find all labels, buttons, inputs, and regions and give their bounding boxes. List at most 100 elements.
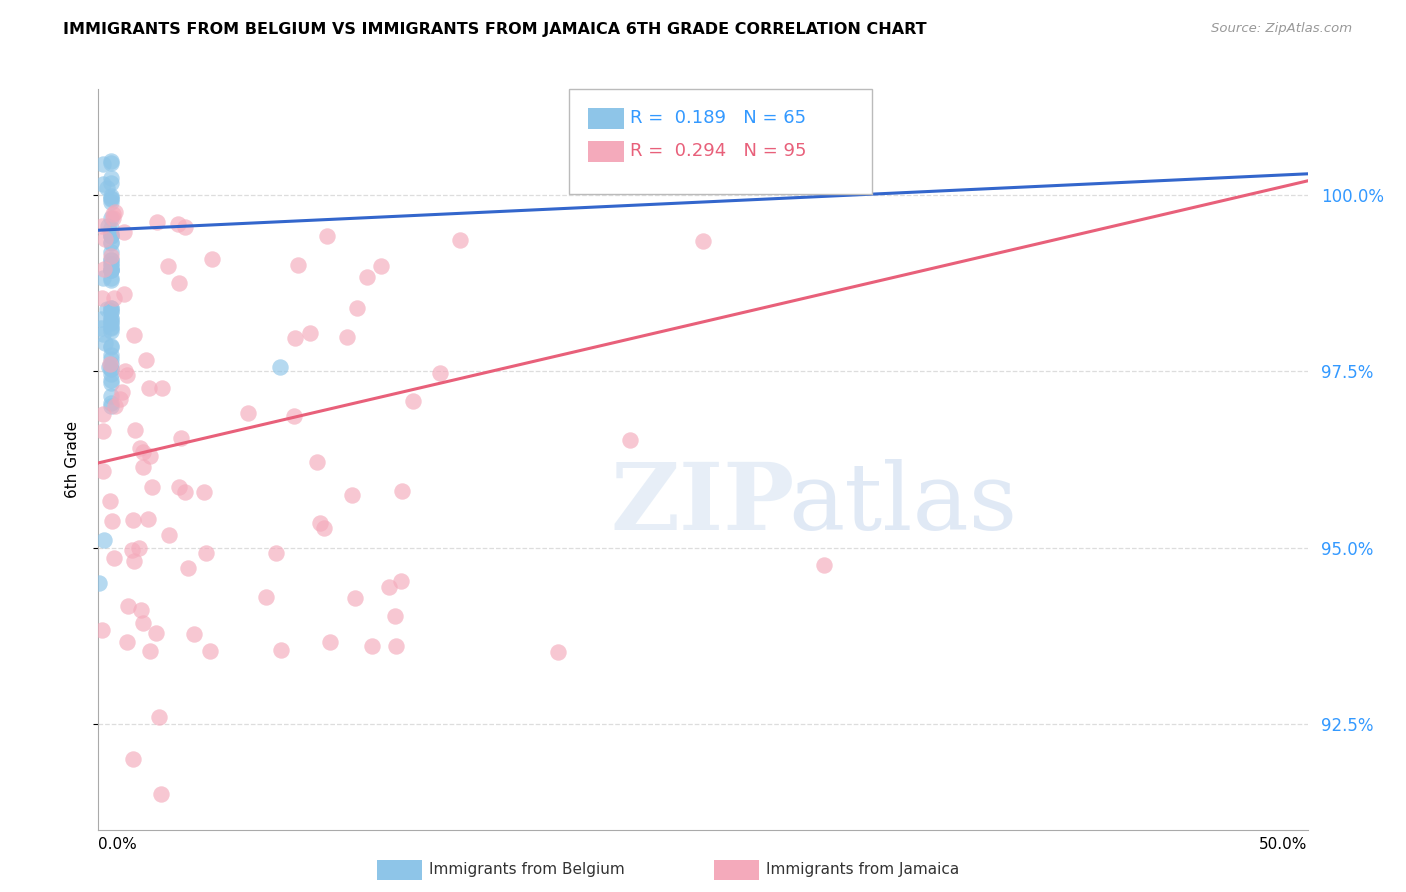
Point — [100, 311, 122, 326]
Point — [108, 392, 131, 406]
Point — [692, 235, 714, 249]
Point — [449, 233, 471, 247]
Point — [91, 219, 114, 233]
Point — [100, 236, 122, 251]
Point — [122, 554, 145, 568]
Point — [389, 574, 412, 589]
Point — [236, 406, 259, 420]
Point — [194, 546, 217, 560]
Point — [114, 364, 136, 378]
Text: 0.0%: 0.0% — [98, 837, 138, 852]
Point — [167, 480, 190, 494]
Point — [100, 228, 122, 243]
Point — [312, 521, 335, 535]
Point — [91, 623, 114, 637]
Point — [122, 513, 145, 527]
Point — [96, 302, 118, 317]
Point — [198, 643, 221, 657]
Point — [132, 460, 155, 475]
Point — [309, 516, 332, 530]
Point — [377, 580, 399, 594]
Point — [100, 321, 122, 335]
Text: ZIP: ZIP — [610, 458, 796, 549]
Point — [346, 301, 368, 315]
Point — [100, 357, 122, 371]
Point — [174, 220, 197, 235]
Point — [138, 381, 160, 395]
Point — [100, 153, 122, 168]
Point — [174, 485, 197, 500]
Point — [91, 177, 114, 191]
Point — [183, 627, 205, 641]
Point — [139, 450, 162, 464]
Point — [124, 423, 146, 437]
Point — [284, 331, 307, 345]
Point — [100, 389, 122, 403]
Point — [100, 263, 122, 277]
Point — [93, 335, 115, 350]
Y-axis label: 6th Grade: 6th Grade — [65, 421, 80, 498]
Point — [385, 639, 408, 653]
Point — [100, 244, 122, 259]
Point — [100, 351, 122, 366]
Point — [121, 543, 143, 558]
Point — [150, 787, 173, 801]
Text: Immigrants from Jamaica: Immigrants from Jamaica — [766, 863, 959, 877]
Point — [264, 546, 287, 560]
Point — [135, 352, 157, 367]
Point — [269, 359, 291, 374]
Point — [100, 258, 122, 272]
Point — [112, 287, 135, 301]
Text: atlas: atlas — [787, 458, 1017, 549]
Point — [136, 512, 159, 526]
Point — [100, 262, 122, 277]
Point — [101, 211, 124, 225]
Point — [100, 301, 122, 315]
Point — [336, 330, 359, 344]
Point — [283, 409, 305, 424]
Point — [429, 366, 451, 380]
Point — [146, 215, 169, 229]
Point — [129, 603, 152, 617]
Point — [100, 263, 122, 277]
Point — [100, 340, 122, 354]
Point — [100, 395, 122, 409]
Point — [100, 320, 122, 334]
Point — [287, 258, 309, 272]
Point — [96, 181, 118, 195]
Point — [111, 385, 134, 400]
Point — [91, 407, 114, 421]
Text: R =  0.189   N = 65: R = 0.189 N = 65 — [630, 109, 806, 127]
Point — [128, 441, 150, 455]
Point — [100, 270, 122, 285]
Point — [100, 192, 122, 206]
Point — [100, 315, 122, 329]
Point — [170, 431, 193, 445]
Point — [307, 455, 329, 469]
Point — [115, 368, 138, 382]
Point — [97, 219, 120, 233]
Point — [91, 424, 114, 438]
Point — [391, 483, 413, 498]
Point — [145, 626, 167, 640]
Point — [100, 399, 122, 413]
Point — [94, 232, 117, 246]
Point — [100, 226, 122, 240]
Point — [150, 381, 173, 395]
Point — [100, 235, 122, 249]
Point — [97, 360, 120, 375]
Text: IMMIGRANTS FROM BELGIUM VS IMMIGRANTS FROM JAMAICA 6TH GRADE CORRELATION CHART: IMMIGRANTS FROM BELGIUM VS IMMIGRANTS FR… — [63, 22, 927, 37]
Point — [93, 533, 115, 548]
Point — [100, 362, 122, 376]
Point — [112, 225, 135, 239]
Point — [117, 635, 139, 649]
Point — [100, 249, 122, 263]
Point — [100, 348, 122, 362]
Point — [100, 376, 122, 390]
Point — [167, 277, 190, 291]
Point — [100, 221, 122, 235]
Point — [90, 321, 112, 335]
Point — [117, 599, 139, 614]
Point — [100, 257, 122, 271]
Text: R =  0.294   N = 95: R = 0.294 N = 95 — [630, 142, 807, 160]
